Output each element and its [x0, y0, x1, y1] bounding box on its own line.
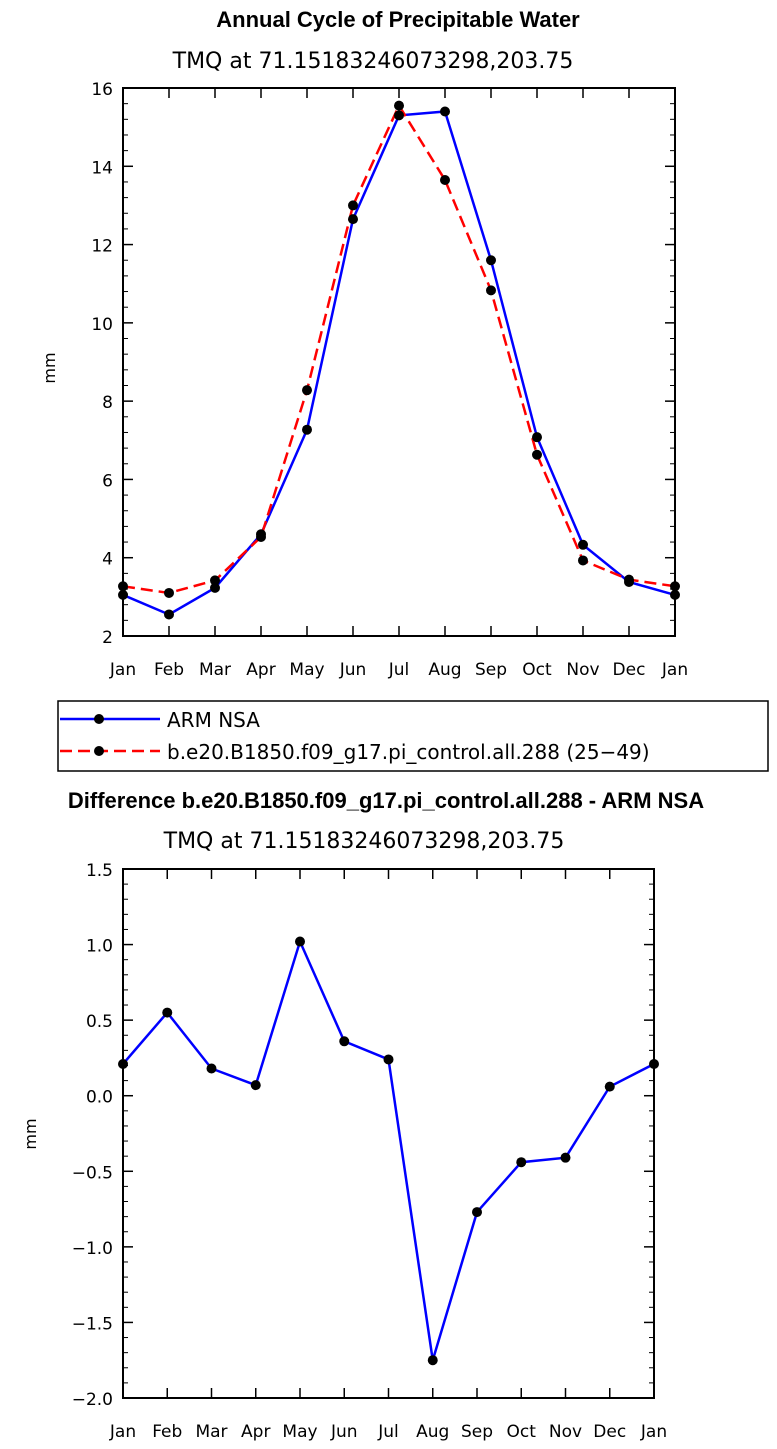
chart1-xtick-label: May	[289, 660, 324, 680]
chart2-xtick-label: Feb	[152, 1422, 182, 1442]
chart2-xtick-label: Jul	[377, 1422, 399, 1442]
chart2-series-0-point	[472, 1207, 482, 1218]
chart2-series-0-point	[427, 1355, 438, 1366]
chart2-ytick-label: 0.5	[86, 1012, 113, 1032]
chart2-xtick-label: Nov	[549, 1422, 582, 1442]
chart1-series-0-point	[394, 110, 404, 121]
chart2-ylabel: mm	[21, 1118, 40, 1149]
chart2-series-0-point	[295, 936, 305, 947]
chart1-series-1-point	[624, 574, 634, 585]
chart1-subtitle: TMQ at 71.15183246073298,203.75	[172, 49, 574, 74]
legend-label-arm: ARM NSA	[167, 708, 260, 732]
chart1-series-1-point	[440, 174, 450, 185]
chart2-series-0-point	[383, 1054, 394, 1065]
chart1-ytick-label: 8	[102, 393, 113, 413]
chart2-series-0-point	[206, 1063, 217, 1074]
chart1-xtick-label: Jan	[661, 660, 688, 680]
chart2-xtick-label: Aug	[416, 1422, 449, 1442]
chart2-xtick-label: May	[282, 1422, 317, 1442]
chart1-series-1-point	[302, 385, 312, 396]
chart1-series-0-point	[118, 589, 128, 600]
chart2-series-0-point	[516, 1157, 527, 1168]
chart1-ytick-label: 4	[102, 550, 113, 570]
chart2-xtick-label: Jan	[640, 1422, 667, 1442]
chart2-plot: −2.0 −1.5 −1.0 −0.5 0.0 0.5 1.0 1.5 Jan Feb Mar Apr…	[72, 861, 667, 1442]
chart2-series-0-point	[604, 1081, 615, 1092]
chart2-xtick-label: Mar	[195, 1422, 227, 1442]
chart1-series-0-line	[122, 110, 676, 616]
chart1-series-0-point	[440, 106, 450, 117]
chart2-xtick-label: Jan	[109, 1422, 136, 1442]
chart2-ytick-label: 1.5	[86, 861, 113, 881]
chart2-ytick-label: 0.0	[86, 1088, 113, 1108]
chart2-series-0-point	[118, 1058, 128, 1069]
chart2-series-0-point	[162, 1007, 173, 1018]
chart1-series-1-point	[256, 531, 266, 542]
chart1-plot: 2 4 6 8 10 12 14 16 Jan Feb Mar Apr May Jun Jul Aug Sep O…	[91, 80, 688, 680]
chart1-series-0-point	[578, 539, 588, 550]
chart2-ytick-label: −0.5	[72, 1163, 113, 1183]
chart2-title: Difference b.e20.B1850.f09_g17.pi_contro…	[68, 788, 704, 813]
legend-marker-model	[94, 746, 104, 756]
chart2-series-0-point	[250, 1080, 261, 1091]
chart1-series-1-point	[394, 100, 404, 111]
chart2-series-0-point	[560, 1152, 571, 1163]
chart2-frame	[122, 868, 655, 1399]
chart1-ytick-label: 6	[102, 471, 113, 491]
legend: ARM NSA b.e20.B1850.f09_g17.pi_control.a…	[57, 700, 769, 772]
chart1-series-1-point	[164, 587, 174, 598]
chart2-subtitle: TMQ at 71.15183246073298,203.75	[163, 829, 565, 854]
legend-label-model: b.e20.B1850.f09_g17.pi_control.all.288 (…	[167, 740, 650, 764]
chart1-series-1-point	[486, 285, 496, 296]
chart1-series-0-point	[670, 589, 680, 600]
chart1-xtick-label: Oct	[522, 660, 552, 680]
chart2-xtick-label: Sep	[461, 1422, 493, 1442]
chart1-xtick-label: Aug	[428, 660, 461, 680]
chart1-ytick-label: 12	[91, 237, 113, 257]
chart1-xtick-label: Mar	[199, 660, 231, 680]
chart2-ytick-label: 1.0	[86, 937, 113, 957]
chart1-series-1-line	[122, 102, 676, 595]
chart1-ytick-label: 16	[91, 80, 113, 100]
chart2-series-0-point	[339, 1036, 350, 1047]
chart2-ytick-label: −2.0	[72, 1390, 113, 1410]
legend-box	[57, 700, 769, 772]
chart1-series-0-point	[164, 609, 174, 620]
chart1-series-1-point	[670, 581, 680, 592]
chart1-xtick-label: Nov	[566, 660, 599, 680]
chart1-ytick-label: 10	[91, 315, 113, 335]
chart2-xtick-label: Jun	[330, 1422, 358, 1442]
chart1-series-1-point	[118, 581, 128, 592]
chart1-ylabel: mm	[40, 352, 59, 383]
chart1-xtick-label: Feb	[154, 660, 184, 680]
chart1-series-0-point	[302, 424, 312, 435]
chart1-series-0-point	[210, 582, 220, 593]
chart2-ytick-label: −1.5	[72, 1314, 113, 1334]
chart1-series-1-point	[532, 449, 542, 460]
chart1-xtick-label: Dec	[613, 660, 646, 680]
chart1-xtick-label: Sep	[475, 660, 507, 680]
chart1-series-0-point	[348, 214, 358, 225]
legend-marker-arm	[94, 714, 104, 724]
chart1-title: Annual Cycle of Precipitable Water	[216, 7, 580, 32]
chart1-series-1-point	[210, 575, 220, 586]
chart1-series-0-point	[486, 255, 496, 266]
chart1-xtick-label: Apr	[246, 660, 275, 680]
chart2-xtick-label: Apr	[241, 1422, 270, 1442]
chart1-series-0-point	[532, 432, 542, 443]
chart1-series-1-point	[578, 555, 588, 566]
chart2-series-0-point	[649, 1058, 659, 1069]
chart2-series-0-line	[122, 937, 655, 1361]
chart1-ytick-label: 14	[91, 158, 113, 178]
chart1-xtick-label: Jan	[109, 660, 136, 680]
chart2-xtick-label: Dec	[593, 1422, 626, 1442]
chart1-series-1-point	[348, 200, 358, 211]
chart1-xtick-label: Jul	[388, 660, 410, 680]
chart2-xtick-label: Oct	[507, 1422, 537, 1442]
chart1-ytick-label: 2	[102, 628, 113, 648]
chart1-xtick-label: Jun	[339, 660, 367, 680]
chart2-ytick-label: −1.0	[72, 1239, 113, 1259]
